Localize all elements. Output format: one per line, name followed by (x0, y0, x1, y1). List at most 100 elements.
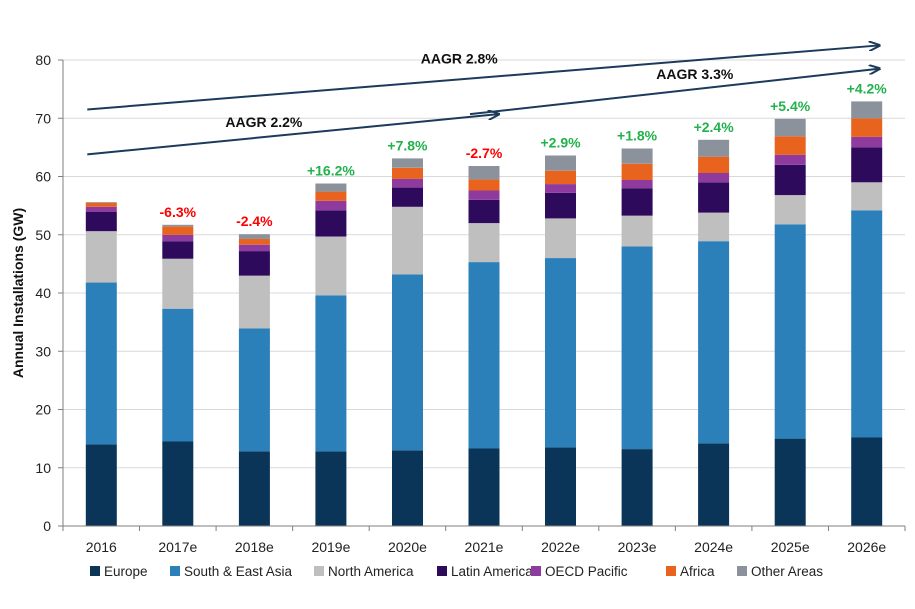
legend-label: Other Areas (751, 564, 823, 579)
bar-segment (698, 173, 730, 183)
bar-segment (392, 187, 423, 207)
bar-segment (392, 274, 423, 451)
bar-segment (545, 170, 576, 185)
bar-segment (238, 251, 270, 276)
legend-swatch (737, 566, 747, 576)
legend-swatch (666, 566, 676, 576)
x-tick-label: 2024e (694, 539, 733, 555)
x-tick-label: 2018e (235, 539, 274, 555)
bar-segment (85, 206, 117, 212)
y-tick-label: 80 (35, 52, 51, 68)
aagr-label: AAGR 3.3% (656, 66, 734, 82)
bar-segment (468, 199, 500, 224)
growth-label: -2.4% (236, 213, 273, 229)
bar-segment (621, 188, 653, 216)
bar-segment (162, 258, 194, 309)
bar-segment (774, 438, 806, 526)
bar-segment (774, 195, 806, 225)
bar-segment (392, 206, 423, 275)
legend-swatch (314, 566, 324, 576)
x-tick-label: 2017e (158, 539, 197, 555)
bar-segment (392, 167, 423, 179)
bar-segment (774, 164, 806, 196)
bar-segment (621, 246, 653, 450)
bar-segment (698, 182, 730, 213)
bar-segment (774, 154, 806, 165)
bar-segment (315, 236, 347, 296)
bar-segment (315, 210, 347, 237)
growth-label: -6.3% (160, 204, 197, 220)
y-tick-label: 70 (35, 110, 51, 126)
bar-segment (545, 258, 576, 448)
axes (58, 59, 906, 531)
bar-segment (468, 262, 500, 449)
growth-label: +2.9% (540, 135, 581, 151)
x-tick-label: 2023e (618, 539, 657, 555)
y-axis-label: Annual Installations (GW) (10, 208, 26, 378)
bar-segment (698, 156, 730, 173)
growth-label: +2.4% (694, 119, 735, 135)
aagr-label: AAGR 2.2% (225, 114, 303, 130)
legend-label: Latin America (451, 564, 533, 579)
bar-segment (392, 158, 423, 168)
bar-segment (238, 234, 270, 239)
bar-segment (774, 136, 806, 155)
x-tick-label: 2016 (86, 539, 117, 555)
bar-segment (851, 118, 883, 137)
bar-segment (392, 450, 423, 526)
bar-segment (698, 443, 730, 526)
bars (85, 101, 883, 526)
bar-segment (238, 328, 270, 452)
bar-segment (468, 166, 500, 180)
y-tick-label: 30 (35, 343, 51, 359)
bar-segment (315, 295, 347, 452)
bar-segment (698, 241, 730, 444)
y-tick-label: 50 (35, 227, 51, 243)
bar-segment (851, 437, 883, 526)
legend-label: South & East Asia (184, 564, 293, 579)
bar-segment (545, 155, 576, 171)
bar-segment (621, 215, 653, 247)
bar-segment (545, 184, 576, 193)
bar-segment (162, 241, 194, 259)
bar-segment (698, 212, 730, 242)
bar-segment (468, 179, 500, 191)
bar-segment (85, 202, 117, 203)
legend: Europe South & East Asia North America Lati… (90, 564, 823, 579)
bar-segment (85, 444, 117, 526)
aagr-arrow (87, 114, 498, 156)
x-tick-label: 2020e (388, 539, 427, 555)
y-tick-label: 0 (43, 518, 51, 534)
bar-segment (162, 441, 194, 526)
growth-label: +7.8% (387, 137, 428, 153)
legend-swatch (90, 566, 100, 576)
bar-segment (85, 212, 117, 232)
legend-swatch (170, 566, 180, 576)
bar-segment (545, 447, 576, 526)
bar-segment (698, 139, 730, 157)
tick-labels: 0 10 20 30 40 50 60 70 80 2016 2017e 2018e 2019e 2020… (35, 52, 886, 555)
bar-segment (85, 231, 117, 283)
bar-segment (315, 201, 347, 211)
bar-segment (468, 190, 500, 200)
growth-label: +16.2% (307, 162, 355, 178)
bar-segment (621, 148, 653, 164)
x-tick-label: 2025e (771, 539, 810, 555)
x-tick-label: 2019e (311, 539, 350, 555)
bar-segment (851, 182, 883, 211)
bar-segment (162, 308, 194, 442)
bar-segment (545, 218, 576, 258)
bar-segment (851, 147, 883, 183)
bar-segment (162, 234, 194, 242)
legend-swatch (531, 566, 541, 576)
growth-label: +1.8% (617, 128, 658, 144)
bar-segment (315, 191, 347, 201)
growth-label: +4.2% (847, 80, 888, 96)
bar-segment (162, 226, 194, 235)
bar-segment (162, 224, 194, 227)
legend-label: Europe (104, 564, 148, 579)
bar-segment (238, 244, 270, 252)
growth-labels: -6.3% -2.4% +16.2% +7.8% -2.7% +2.9% +1.8% +2.4… (160, 80, 888, 229)
y-tick-label: 40 (35, 285, 51, 301)
bar-segment (621, 180, 653, 189)
